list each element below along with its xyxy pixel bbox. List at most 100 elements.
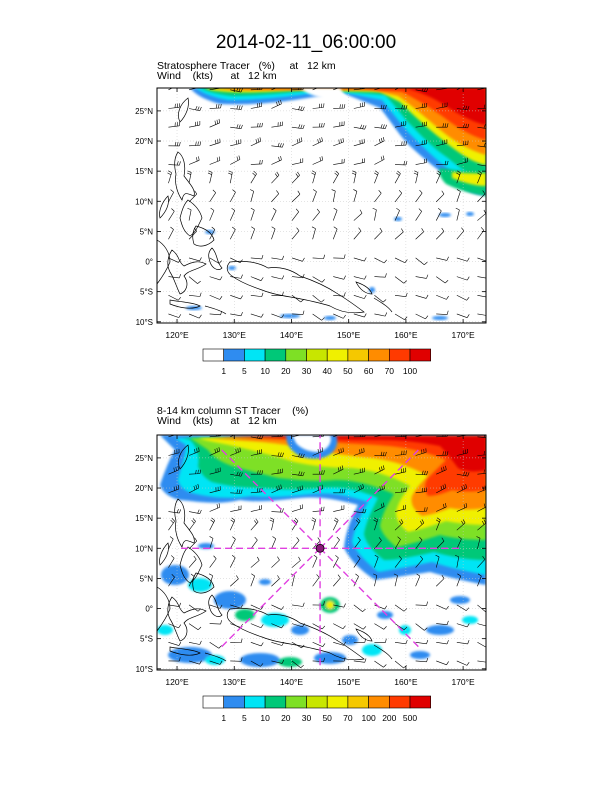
wind-barb bbox=[333, 488, 346, 494]
wind-barb bbox=[291, 642, 305, 649]
wind-barb bbox=[353, 536, 361, 550]
wind-barb bbox=[271, 142, 284, 148]
wind-barb bbox=[250, 623, 264, 629]
wind-barb bbox=[230, 155, 241, 165]
wind-barb bbox=[312, 103, 325, 109]
wind-barb bbox=[333, 158, 345, 165]
wind-barb bbox=[415, 228, 424, 240]
wind-barb bbox=[271, 255, 284, 260]
wind-barb bbox=[168, 485, 180, 494]
wind-barb bbox=[188, 573, 195, 587]
wind-barb bbox=[291, 660, 304, 669]
wind-barb bbox=[189, 469, 201, 475]
wind-barb bbox=[435, 517, 441, 531]
wind-barb bbox=[394, 292, 408, 298]
colorbar-swatch bbox=[244, 348, 266, 362]
wind-barb bbox=[394, 88, 400, 91]
wind-barb bbox=[436, 483, 447, 494]
wind-barb bbox=[353, 313, 367, 318]
wind-barb bbox=[250, 255, 264, 260]
wind-barb bbox=[456, 604, 470, 611]
colorbar-swatch bbox=[347, 348, 369, 362]
wind-barb bbox=[415, 189, 423, 203]
wind-barb bbox=[456, 123, 470, 129]
wind-barb bbox=[456, 519, 466, 531]
wind-barb bbox=[209, 642, 222, 649]
wind-barb bbox=[312, 254, 325, 259]
colorbar-swatch bbox=[223, 348, 245, 362]
wind-barb bbox=[168, 274, 181, 279]
x-tick-label: 150°E bbox=[337, 330, 361, 340]
wind-barb bbox=[415, 139, 427, 147]
x-tick-label: 170°E bbox=[451, 330, 475, 340]
y-tick-label: 5°S bbox=[140, 635, 153, 644]
wind-barb bbox=[332, 226, 338, 240]
wind-barb bbox=[395, 141, 407, 147]
x-tick-label: 120°E bbox=[165, 330, 189, 340]
wind-barb bbox=[374, 502, 385, 512]
wind-barb bbox=[292, 310, 305, 315]
wind-barb bbox=[291, 190, 301, 203]
wind-barb bbox=[415, 435, 425, 438]
wind-barb bbox=[230, 294, 243, 300]
wind-barb bbox=[250, 313, 264, 318]
wind-barb bbox=[229, 226, 236, 240]
wind-barb bbox=[436, 310, 449, 315]
panel-2-colorbar: 1 5 10 20 30 50 70 100 200 500 bbox=[202, 695, 432, 723]
wind-barb bbox=[353, 158, 365, 165]
wind-barb bbox=[394, 120, 407, 128]
wind-barb bbox=[311, 517, 316, 531]
wind-barb bbox=[250, 536, 258, 550]
wind-barb bbox=[230, 311, 243, 317]
wind-barb bbox=[312, 208, 320, 221]
x-tick-label: 170°E bbox=[451, 677, 475, 687]
wind-barb bbox=[271, 88, 277, 91]
wind-barb bbox=[209, 555, 217, 568]
wind-barb bbox=[374, 104, 387, 110]
wind-barb bbox=[333, 603, 346, 608]
wind-barb bbox=[271, 484, 282, 494]
wind-barb bbox=[436, 575, 445, 587]
wind-barb bbox=[415, 294, 429, 299]
x-tick-label: 160°E bbox=[394, 677, 418, 687]
wind-barb bbox=[477, 190, 486, 203]
wind-barb bbox=[353, 518, 361, 531]
wind-barb bbox=[207, 170, 213, 184]
wind-barb bbox=[209, 503, 221, 512]
wind-barb bbox=[477, 556, 486, 568]
wind-barb bbox=[249, 189, 254, 202]
wind-barb bbox=[394, 450, 407, 456]
y-tick-label: 10°N bbox=[135, 544, 153, 553]
wind-barb bbox=[333, 435, 339, 438]
x-tick-label: 140°E bbox=[280, 330, 304, 340]
wind-barb bbox=[312, 642, 326, 647]
wind-barb bbox=[353, 555, 361, 568]
colorbar-label: 1 bbox=[221, 713, 226, 723]
wind-barb bbox=[229, 207, 236, 221]
wind-barb bbox=[250, 137, 262, 147]
wind-barb bbox=[436, 102, 448, 109]
wind-barb bbox=[477, 642, 486, 648]
wind-barb bbox=[477, 209, 486, 221]
wind-barb bbox=[250, 660, 264, 667]
wind-barb bbox=[312, 156, 324, 165]
wind-barb bbox=[271, 313, 285, 319]
y-tick-label: 0° bbox=[145, 605, 153, 614]
wind-barb bbox=[271, 452, 284, 457]
wind-barb bbox=[209, 189, 216, 203]
colorbar-swatch bbox=[326, 348, 349, 362]
wind-barb bbox=[209, 103, 222, 109]
wind-barb bbox=[353, 294, 367, 299]
wind-barb bbox=[209, 156, 221, 165]
wind-barb bbox=[188, 537, 198, 550]
wind-barb bbox=[209, 620, 222, 625]
wind-barb bbox=[374, 435, 384, 438]
wind-barb bbox=[271, 604, 285, 610]
wind-barb bbox=[188, 660, 202, 665]
wind-barb bbox=[415, 623, 428, 631]
wind-barb bbox=[436, 295, 449, 300]
wind-barb bbox=[250, 641, 264, 647]
wind-barb bbox=[333, 254, 346, 259]
wind-barb bbox=[209, 536, 214, 549]
wind-barb bbox=[230, 657, 243, 662]
